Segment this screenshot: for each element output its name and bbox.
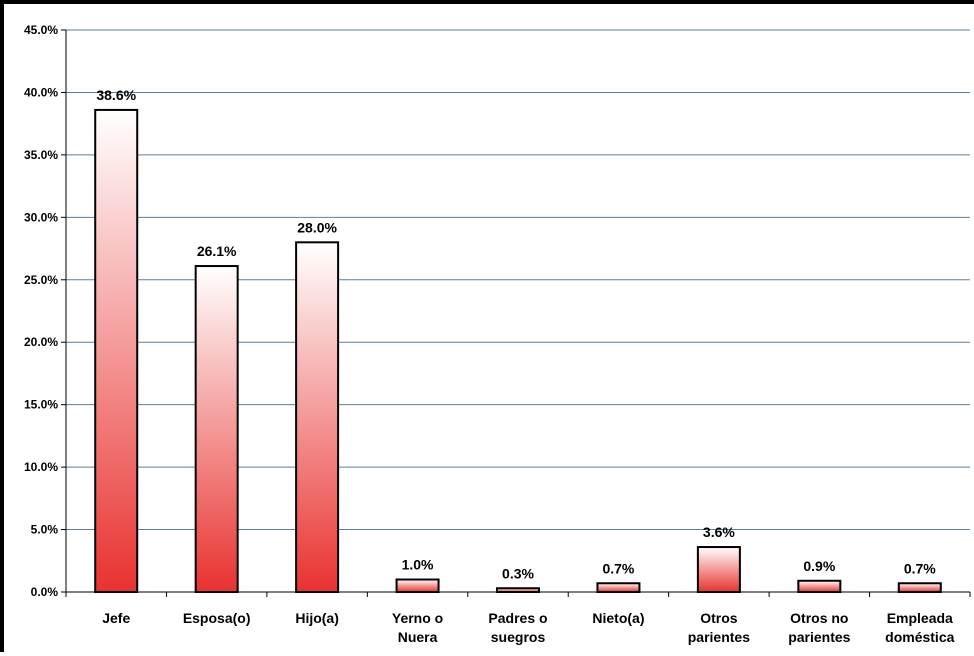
y-tick-label: 25.0%: [24, 273, 58, 287]
data-label: 38.6%: [96, 87, 136, 103]
bar: [395, 578, 440, 593]
y-tick-label: 35.0%: [24, 148, 58, 162]
y-tick-label: 30.0%: [24, 210, 58, 224]
y-tick-label: 20.0%: [24, 335, 58, 349]
y-tick-label: 10.0%: [24, 460, 58, 474]
y-tick-label: 15.0%: [24, 398, 58, 412]
bar: [797, 579, 842, 594]
x-tick-label: Otros parientes: [688, 610, 750, 645]
x-tick-label: Yerno o Nuera: [392, 610, 443, 645]
x-tick-label: Otros no parientes: [788, 610, 850, 645]
data-label: 26.1%: [197, 243, 237, 259]
x-tick-label: Esposa(o): [183, 610, 251, 626]
bar-chart: 0.0% 5.0% 10.0% 15.0% 20.0% 25.0% 30.0% 35.0% 40…: [24, 23, 971, 645]
data-label: 0.9%: [803, 558, 835, 574]
x-tick-label: Empleada doméstica: [885, 610, 954, 645]
y-tick-label: 40.0%: [24, 85, 58, 99]
bar: [496, 587, 540, 594]
y-tick-label: 45.0%: [24, 23, 58, 37]
data-label: 0.7%: [602, 560, 634, 576]
x-tick-label: Hijo(a): [295, 610, 339, 626]
x-tick-label: Nieto(a): [592, 610, 644, 626]
bar: [94, 108, 139, 593]
bar: [696, 546, 741, 593]
bar: [897, 582, 942, 593]
bar: [295, 241, 340, 594]
y-tick-label: 0.0%: [31, 585, 59, 599]
labels: 0.0% 5.0% 10.0% 15.0% 20.0% 25.0% 30.0% 35.0% 40…: [24, 23, 955, 645]
bar: [194, 265, 239, 593]
data-label: 0.7%: [904, 560, 936, 576]
data-label: 0.3%: [502, 565, 534, 581]
data-label: 3.6%: [703, 524, 735, 540]
data-label: 1.0%: [402, 557, 434, 573]
y-tick-label: 5.0%: [31, 523, 59, 537]
x-tick-label: Padres o suegros: [488, 610, 547, 645]
bar: [596, 582, 641, 593]
x-tick-label: Jefe: [102, 610, 130, 626]
bars: [94, 108, 942, 594]
data-label: 28.0%: [297, 219, 337, 235]
